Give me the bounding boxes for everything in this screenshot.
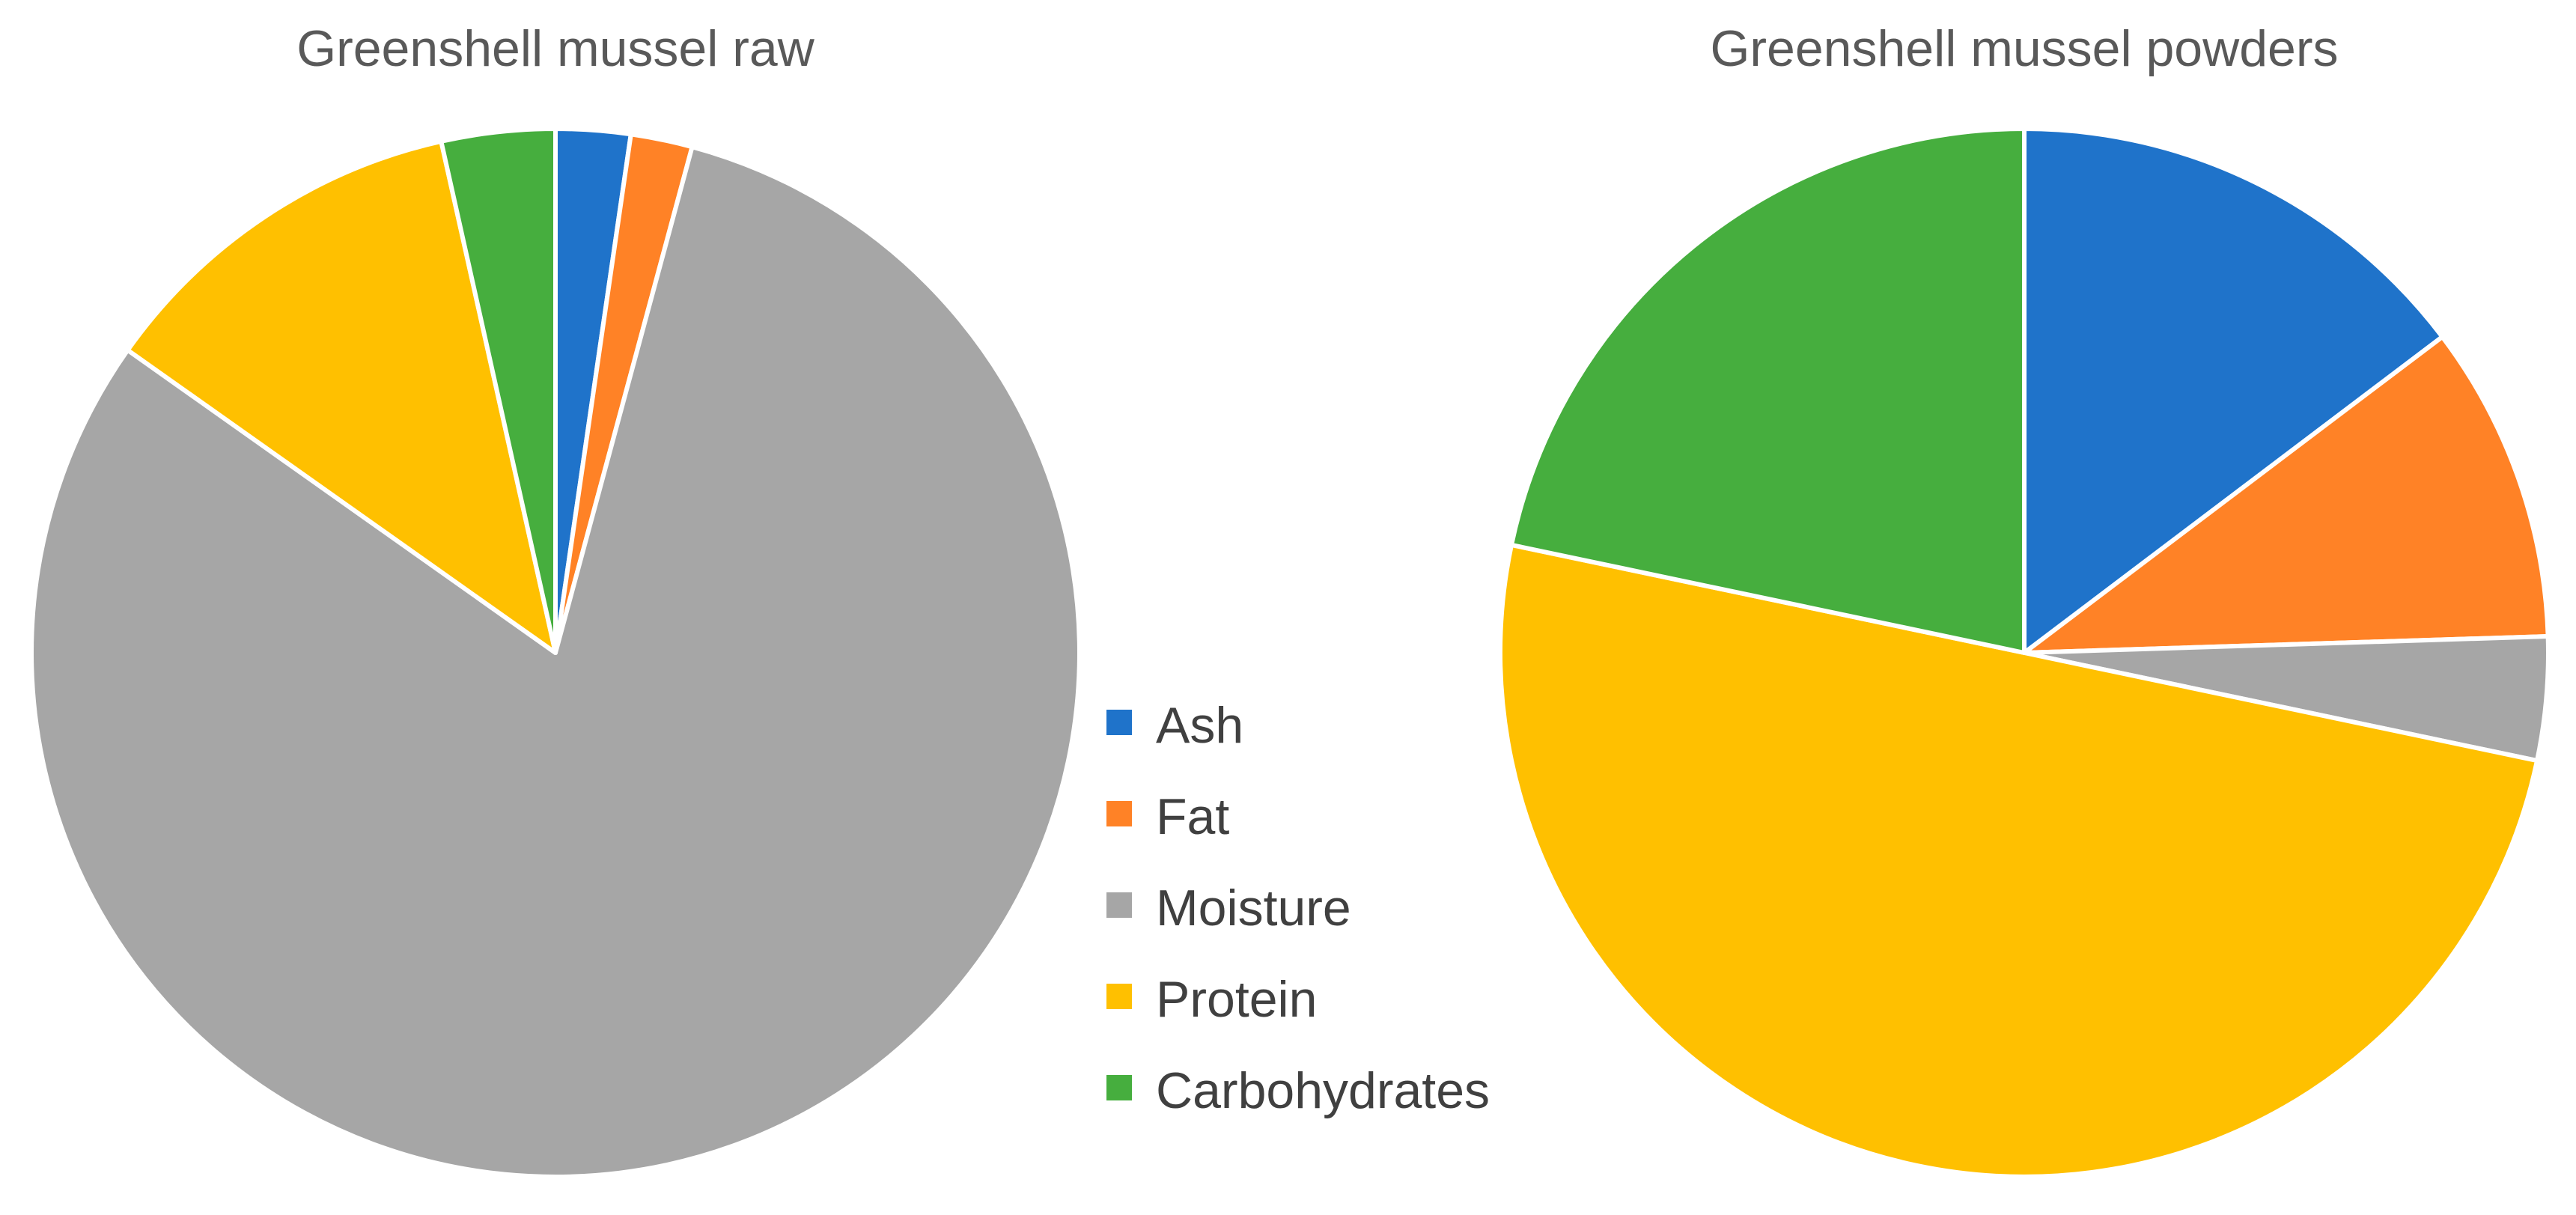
legend-label-carbohydrates: Carbohydrates bbox=[1156, 1062, 1490, 1119]
legend-swatch-ash bbox=[1106, 710, 1132, 735]
legend-item-moisture: Moisture bbox=[1106, 880, 1351, 937]
legend-item-protein: Protein bbox=[1106, 971, 1317, 1028]
pie-chart-powders: Greenshell mussel powders bbox=[1498, 20, 2551, 1179]
pie-slice-raw-moisture bbox=[29, 144, 1082, 1179]
pie-chart-raw: Greenshell mussel raw bbox=[29, 20, 1082, 1179]
legend-swatch-protein bbox=[1106, 984, 1132, 1009]
legend-item-fat: Fat bbox=[1106, 788, 1229, 845]
legend-swatch-carbohydrates bbox=[1106, 1075, 1132, 1100]
pie-slice-powders-ash bbox=[2022, 127, 2445, 655]
legend-swatch-fat bbox=[1106, 801, 1132, 826]
pie-slice-powders-protein bbox=[1498, 542, 2540, 1179]
pie-slices-raw bbox=[29, 127, 1082, 1179]
pie-slice-powders-carbohydrates bbox=[1508, 127, 2027, 655]
pie-slice-raw-protein bbox=[125, 138, 558, 655]
legend-label-protein: Protein bbox=[1156, 971, 1317, 1028]
pie-slice-powders-fat bbox=[2022, 334, 2551, 655]
chart-title-powders: Greenshell mussel powders bbox=[1710, 20, 2338, 77]
pie-slice-raw-carbohydrates bbox=[439, 127, 558, 655]
pie-slices-powders bbox=[1498, 127, 2551, 1179]
legend-label-fat: Fat bbox=[1156, 788, 1229, 845]
chart-title-raw: Greenshell mussel raw bbox=[296, 20, 814, 77]
legend: Ash Fat Moisture Protein Carbohydrates bbox=[1106, 697, 1490, 1119]
legend-swatch-moisture bbox=[1106, 892, 1132, 918]
legend-label-moisture: Moisture bbox=[1156, 880, 1351, 937]
legend-item-carbohydrates: Carbohydrates bbox=[1106, 1062, 1490, 1119]
legend-item-ash: Ash bbox=[1106, 697, 1243, 754]
legend-label-ash: Ash bbox=[1156, 697, 1243, 754]
